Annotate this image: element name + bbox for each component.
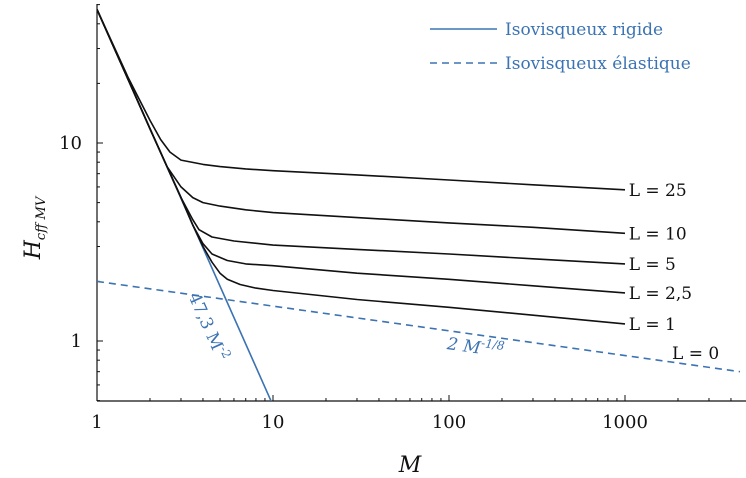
curve-label: L = 2,5 [629,284,692,304]
series-line-l-10 [97,9,626,235]
curve-labels: L = 25 L = 10 L = 5 L = 2,5 L = 1 L = 0 [629,181,719,364]
curve-label: L = 0 [672,344,719,364]
x-tick-label: 1 [91,412,102,433]
series-line-l-5 [97,9,626,265]
svg-text:2 M-1/8: 2 M-1/8 [445,331,506,362]
series-layer [97,9,741,401]
x-tick-label: 100 [432,412,466,433]
legend-label-rigid: Isovisqueux rigide [505,20,663,40]
svg-text:Hcff MV: Hcff MV [21,195,49,260]
series-line-isovisqueux-lastique [97,280,741,373]
legend: Isovisqueux rigide Isovisqueux élastique [430,20,691,74]
curve-label: L = 1 [629,315,676,335]
annotation-elastic-exponent: -1/8 [480,336,505,353]
x-tick-label: 10 [262,412,285,433]
y-tick-label: 1 [71,331,82,352]
series-line-l-1 [97,9,626,325]
y-axis-title-subscript: cff MV [34,195,49,240]
curve-label: L = 5 [629,255,676,275]
annotation-elastic-slope: 2 M-1/8 [445,331,506,362]
axis-ticks: 1 10 100 1000 1 10 [59,4,732,433]
legend-label-elastic: Isovisqueux élastique [505,54,691,74]
y-axis-title-main: H [21,239,46,260]
x-tick-label: 1000 [602,412,648,433]
y-axis-title: Hcff MV [21,195,49,260]
annotation-rigid-exponent: -2 [217,344,235,360]
annotation-elastic-main: 2 M [445,334,483,359]
curve-label: L = 10 [629,224,687,244]
curve-label: L = 25 [629,181,687,201]
x-axis-title: M [398,453,422,478]
y-tick-label: 10 [59,133,82,154]
series-line-l-25 [97,9,626,191]
